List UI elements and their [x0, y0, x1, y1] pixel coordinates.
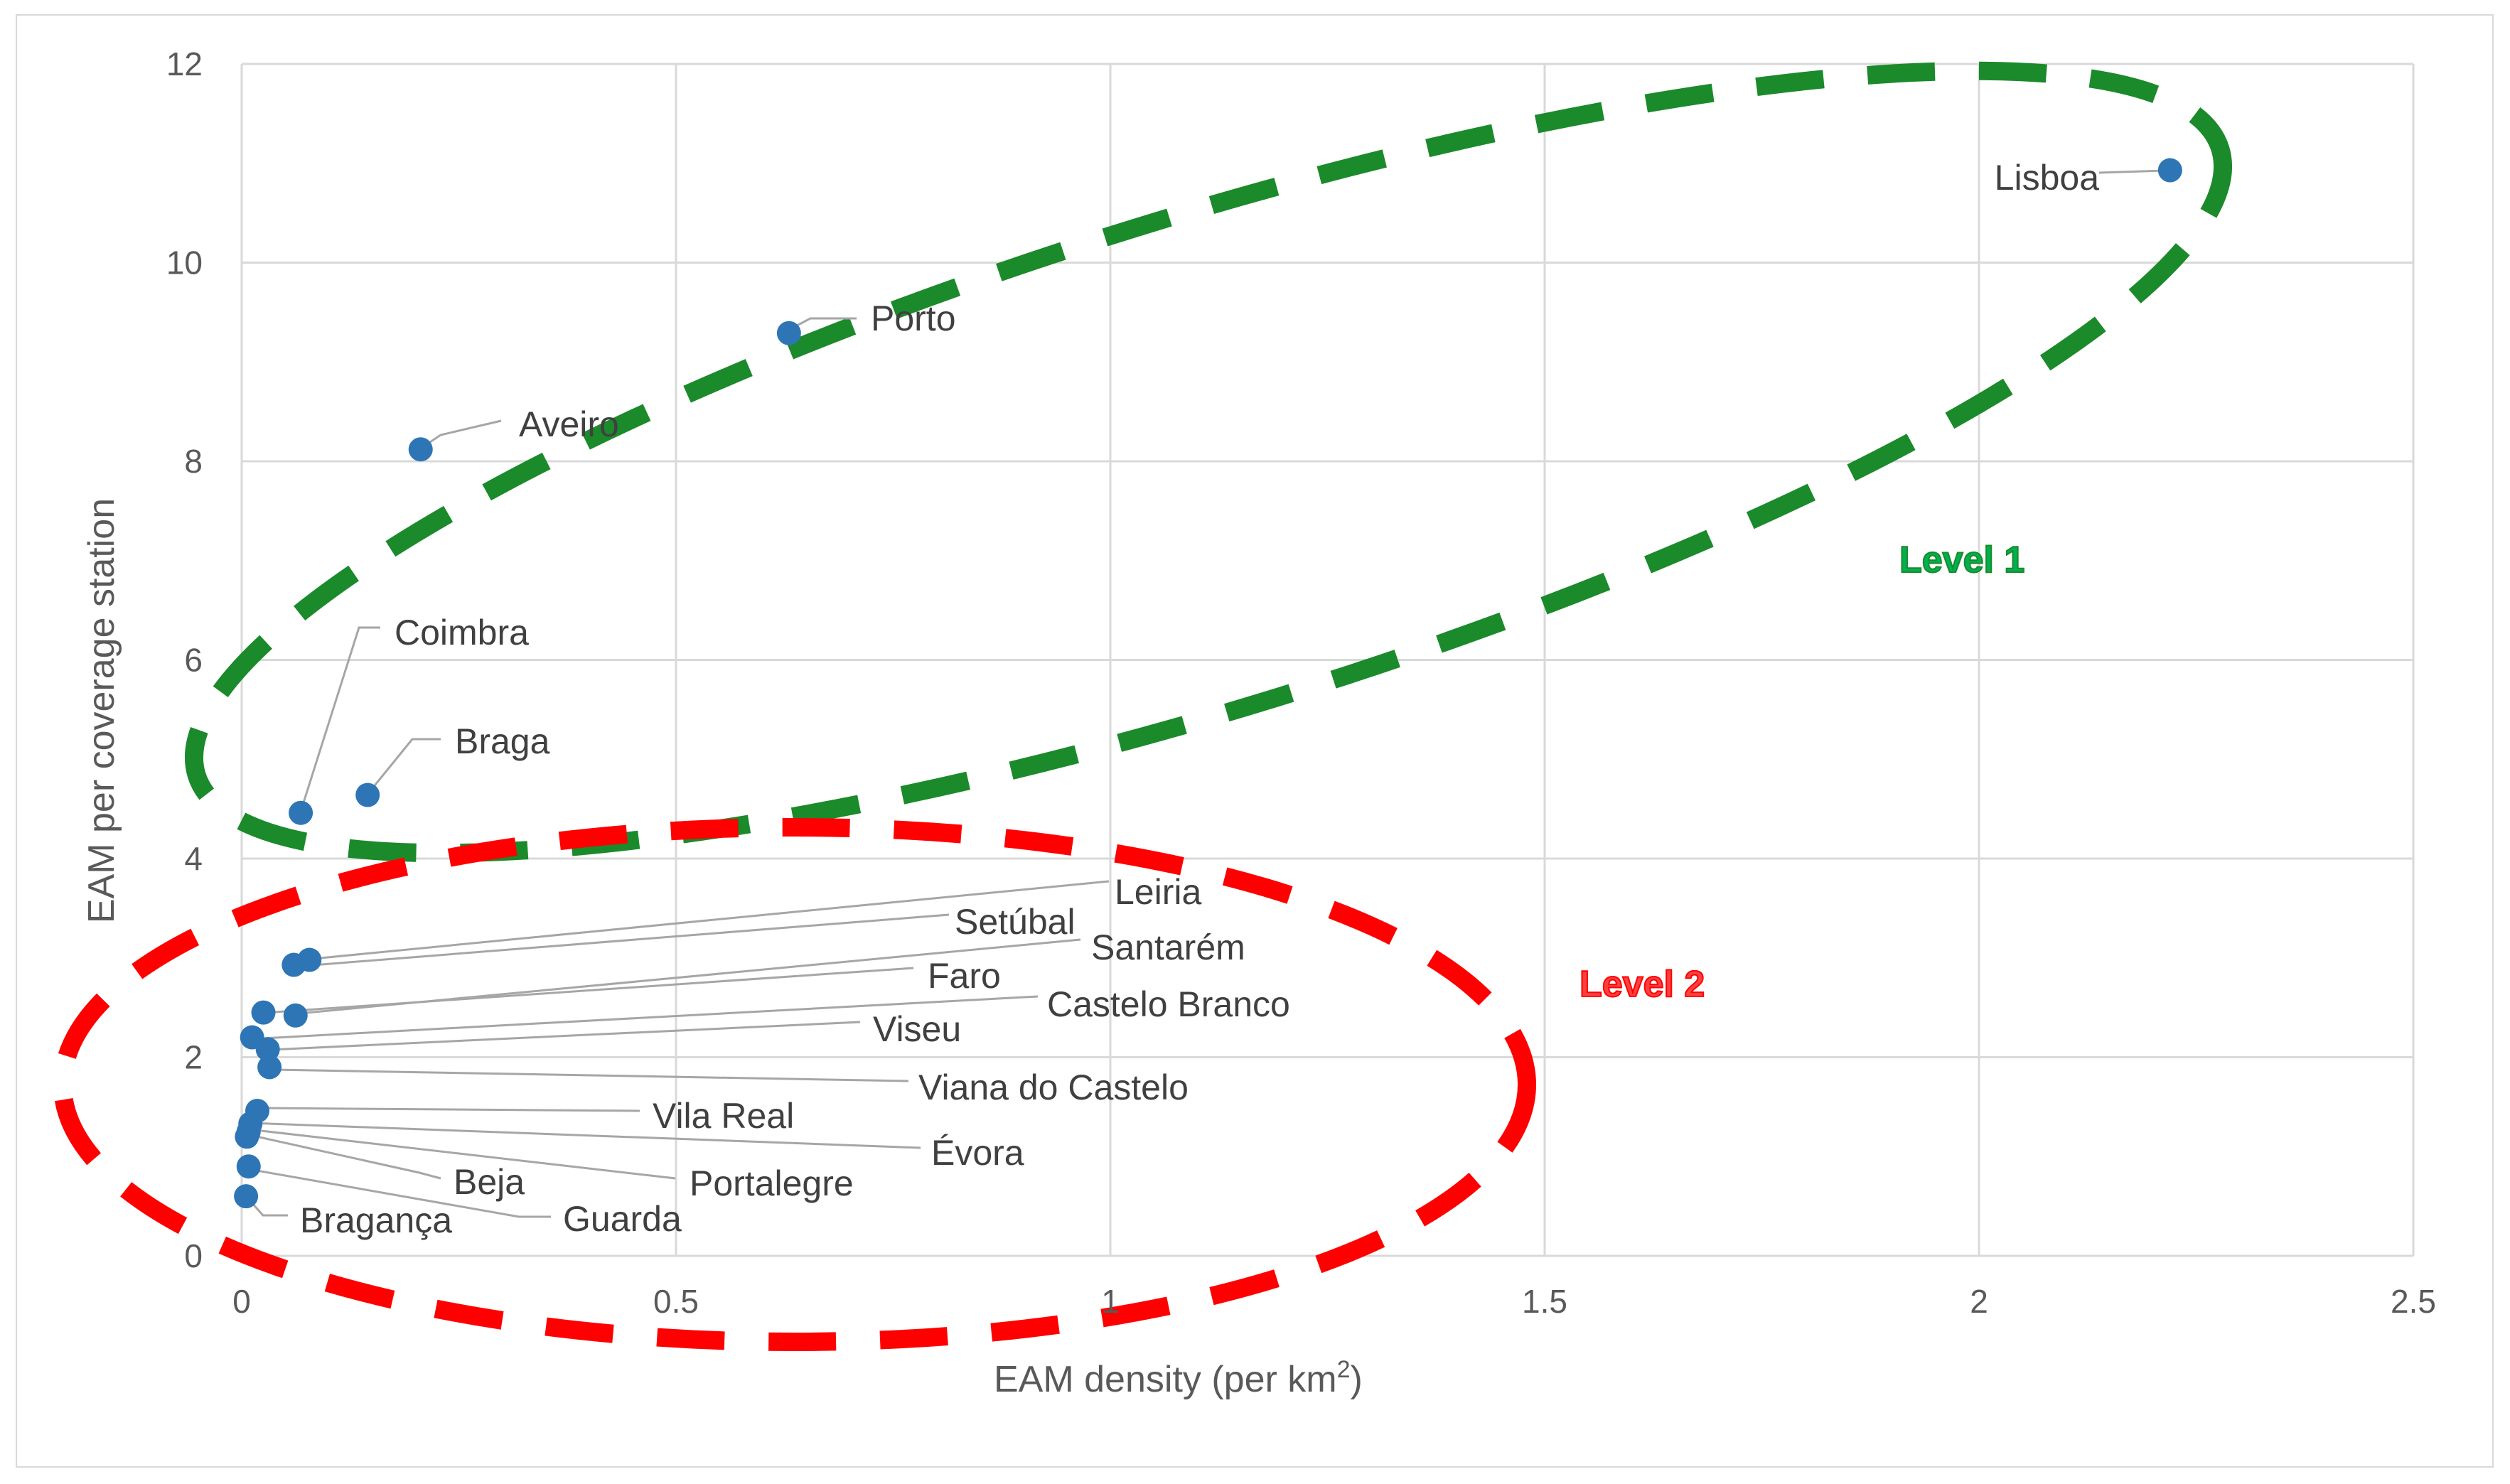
x-axis-title-sup: 2	[1337, 1356, 1351, 1383]
point-label-portalegre: Portalegre	[690, 1163, 854, 1203]
x-axis-title: EAM density (per km2)	[994, 1356, 1363, 1400]
leader-line-castelo-branco	[248, 995, 1039, 1041]
point-label-coimbra: Coimbra	[395, 613, 529, 652]
y-axis-title: EAM per coverage station	[81, 498, 122, 923]
data-point-setubal	[281, 952, 306, 977]
point-label-beja: Beja	[454, 1162, 525, 1202]
leader-lines	[244, 169, 2165, 1218]
data-point-lisboa	[2157, 158, 2182, 183]
point-label-setubal: Setúbal	[955, 902, 1076, 942]
leader-line-viana-do-castelo	[273, 1068, 909, 1082]
y-tick-label: 2	[184, 1039, 203, 1076]
point-label-porto: Porto	[871, 299, 956, 338]
x-tick-label: 1.5	[1522, 1283, 1567, 1320]
leader-line-portalegre	[248, 1128, 676, 1180]
gridlines	[240, 63, 2415, 1257]
leader-line-faro	[264, 967, 914, 1014]
data-point-beja	[235, 1124, 259, 1149]
chart-frame	[16, 14, 2494, 1468]
x-axis-title-end: )	[1351, 1359, 1363, 1400]
point-label-vila-real: Vila Real	[653, 1096, 794, 1136]
leader-line-guarda	[248, 1168, 551, 1218]
point-label-santarem: Santarém	[1091, 928, 1245, 967]
data-point-braga	[355, 783, 380, 807]
data-point-guarda	[236, 1154, 261, 1179]
point-labels: Lisboa Porto Aveiro Coimbra Braga Leiria Setúb…	[300, 158, 2099, 1240]
leader-line-setubal	[294, 913, 950, 968]
point-label-viseu: Viseu	[873, 1009, 961, 1049]
leader-line-beja	[246, 1133, 441, 1180]
data-point-viana-do-castelo	[257, 1055, 282, 1080]
x-tick-label: 0.5	[653, 1283, 699, 1320]
point-label-aveiro: Aveiro	[519, 404, 619, 444]
point-label-evora: Évora	[931, 1133, 1024, 1173]
axis-ticks: 0 0.5 1 1.5 2 2.5 0 2 4 6 8 10 12	[166, 45, 2436, 1320]
point-label-faro: Faro	[928, 956, 1001, 996]
leader-line-coimbra	[299, 626, 380, 814]
level-2-ellipse	[53, 818, 1536, 1351]
leader-line-lisboa	[2098, 169, 2165, 174]
data-point-aveiro	[408, 437, 433, 462]
x-tick-label: 2.5	[2391, 1283, 2436, 1320]
y-tick-label: 10	[166, 244, 203, 281]
point-label-lisboa: Lisboa	[1995, 158, 2100, 198]
leader-line-evora	[250, 1122, 921, 1149]
leader-line-viseu	[269, 1021, 861, 1051]
x-tick-label: 1	[1101, 1283, 1120, 1320]
data-point-coimbra	[289, 800, 313, 825]
data-point-braganca	[234, 1184, 259, 1209]
data-points	[234, 158, 2182, 1209]
y-tick-label: 12	[166, 45, 203, 82]
y-tick-label: 8	[184, 443, 203, 480]
y-tick-label: 4	[184, 840, 203, 877]
x-tick-label: 0	[232, 1283, 251, 1320]
data-point-faro	[251, 1000, 276, 1025]
point-label-viana-do-castelo: Viana do Castelo	[918, 1068, 1189, 1107]
point-label-braga: Braga	[455, 721, 550, 761]
level-1-label: Level 1	[1899, 539, 2024, 581]
leader-line-braga	[365, 738, 441, 797]
point-label-guarda: Guarda	[563, 1199, 682, 1239]
point-label-leiria: Leiria	[1115, 872, 1201, 912]
point-label-braganca: Bragança	[300, 1200, 452, 1240]
y-tick-label: 0	[184, 1237, 203, 1274]
level-2-label: Level 2	[1580, 964, 1705, 1005]
point-label-castelo-branco: Castelo Branco	[1047, 984, 1290, 1024]
x-axis-title-main: EAM density (per km	[994, 1359, 1337, 1400]
data-point-santarem	[283, 1003, 308, 1028]
x-tick-label: 2	[1970, 1283, 1988, 1320]
leader-line-leiria	[305, 880, 1110, 961]
y-tick-label: 6	[184, 642, 203, 679]
data-point-porto	[776, 321, 801, 345]
leader-line-vila-real	[257, 1107, 640, 1112]
data-point-viseu	[255, 1037, 280, 1062]
level-1-ellipse	[184, 61, 2233, 863]
